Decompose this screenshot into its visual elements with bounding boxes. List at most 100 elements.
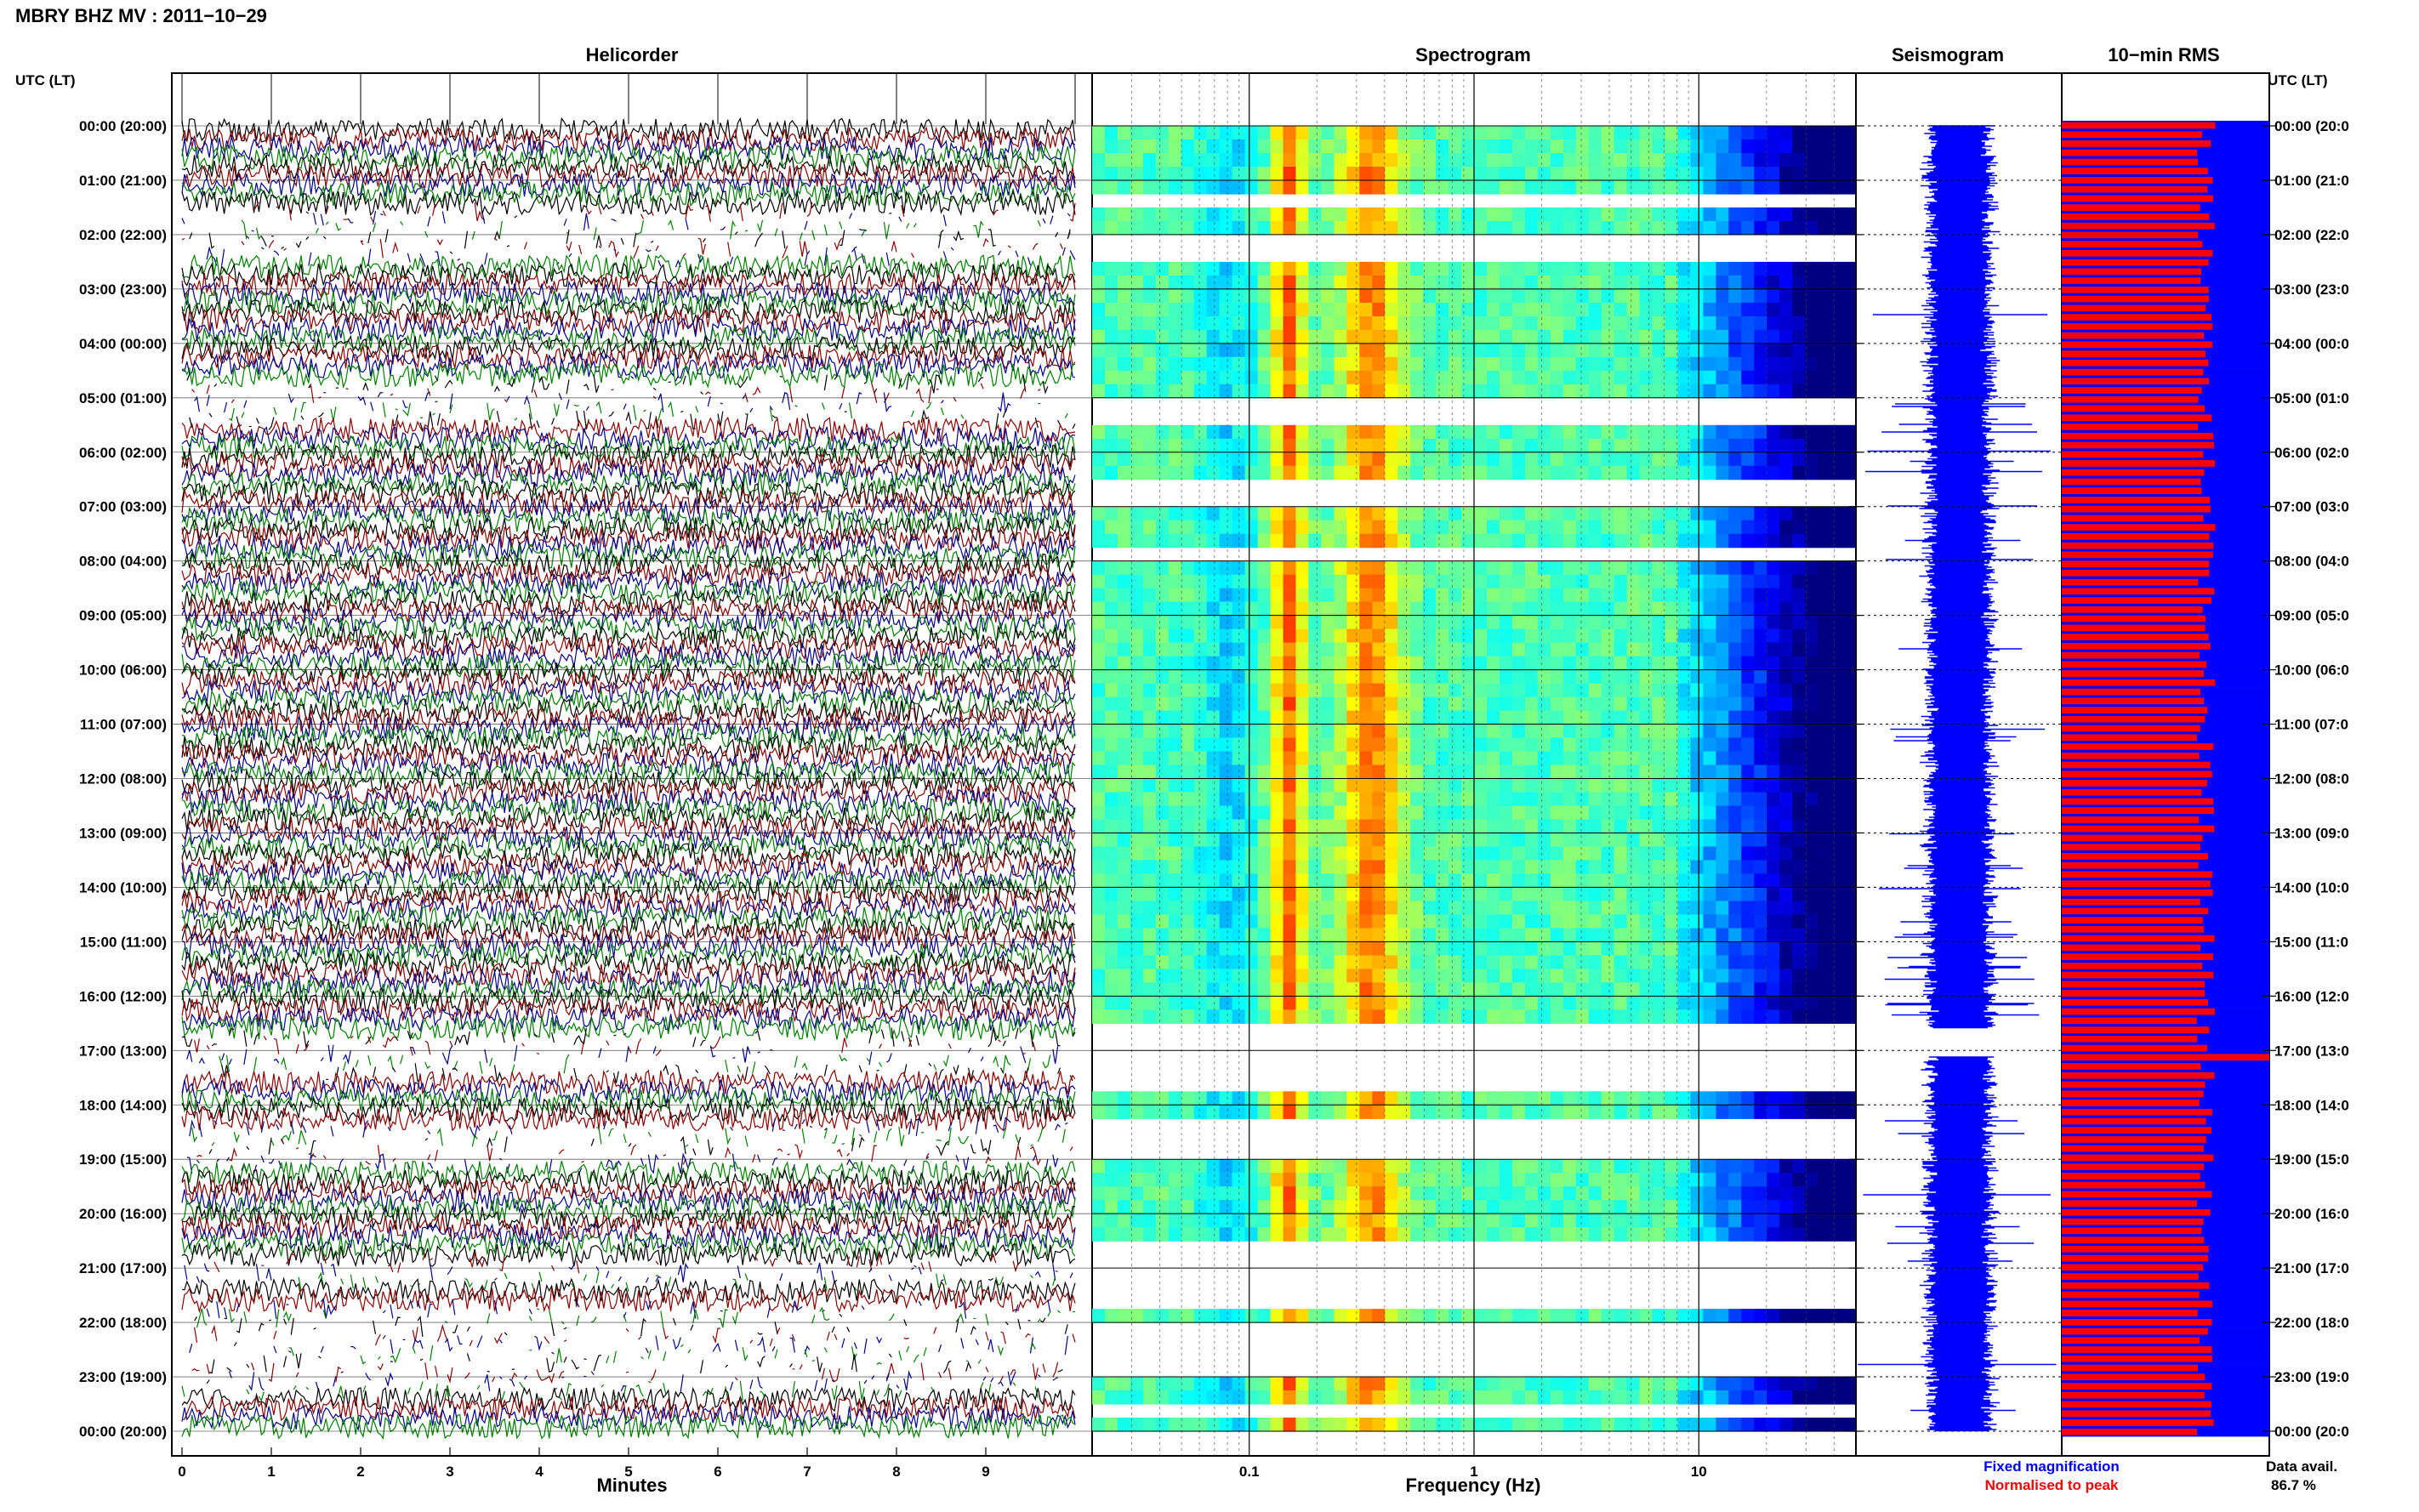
spectrogram-cell	[1423, 901, 1437, 915]
spectrogram-cell	[1449, 139, 1462, 154]
spectrogram-cell	[1295, 669, 1310, 685]
spectrogram-cell	[1092, 996, 1106, 1010]
spectrogram-cell	[1474, 628, 1488, 644]
spectrogram-cell	[1334, 207, 1347, 222]
spectrogram-cell	[1385, 1377, 1398, 1391]
spectrogram-cell	[1677, 180, 1692, 195]
spectrogram-cell	[1397, 139, 1411, 154]
spectrogram-cell	[1487, 642, 1500, 657]
spectrogram-cell	[1728, 833, 1742, 848]
spectrogram-cell	[1181, 167, 1195, 181]
spectrogram-cell	[1588, 356, 1602, 372]
spectrogram-cell	[1105, 1186, 1118, 1201]
spectrogram-cell	[1818, 751, 1831, 766]
spectrogram-cell	[1219, 370, 1233, 385]
spectrogram-cell	[1550, 465, 1564, 480]
spectrogram-cell	[1474, 792, 1488, 807]
spectrogram-cell	[1372, 520, 1386, 535]
spectrogram-cell	[1219, 873, 1233, 888]
spectrogram-cell	[1168, 792, 1182, 807]
frequency-tick-label: 1	[1470, 1464, 1477, 1480]
spectrogram-cell	[1410, 574, 1424, 589]
spectrogram-cell	[1830, 139, 1844, 154]
spectrogram-cell	[1295, 1390, 1310, 1405]
spectrogram-cell	[1244, 1309, 1259, 1323]
spectrogram-cell	[1130, 901, 1144, 915]
spectrogram-cell	[1257, 642, 1272, 657]
spectrogram-cell	[1601, 465, 1615, 480]
rms-normalised-bar	[2062, 405, 2205, 412]
spectrogram-cell	[1690, 438, 1704, 453]
spectrogram-cell	[1105, 710, 1118, 725]
spectrogram-cell	[1537, 669, 1551, 685]
spectrogram-cell	[1830, 860, 1844, 874]
spectrogram-cell	[1270, 452, 1284, 467]
spectrogram-cell	[1818, 1377, 1831, 1391]
spectrogram-cell	[1499, 1309, 1513, 1323]
spectrogram-cell	[1257, 533, 1272, 549]
spectrogram-cell	[1334, 1390, 1347, 1405]
spectrogram-cell	[1193, 384, 1208, 399]
spectrogram-cell	[1092, 465, 1106, 480]
spectrogram-cell	[1767, 506, 1780, 521]
spectrogram-cell	[1652, 315, 1666, 331]
spectrogram-cell	[1537, 737, 1551, 753]
spectrogram-cell	[1117, 1200, 1131, 1214]
normalised-legend: Normalised to peak	[1985, 1477, 2119, 1493]
spectrogram-cell	[1677, 384, 1692, 399]
minute-tick-label: 5	[624, 1464, 632, 1480]
spectrogram-cell	[1562, 1227, 1577, 1242]
spectrogram-cell	[1105, 969, 1118, 983]
spectrogram-cell	[1767, 126, 1780, 140]
spectrogram-cell	[1423, 533, 1437, 549]
spectrogram-cell	[1665, 1214, 1679, 1228]
helicorder-trace	[181, 361, 1076, 389]
spectrogram-cell	[1716, 628, 1729, 644]
spectrogram-cell	[1142, 1091, 1157, 1106]
spectrogram-cell	[1397, 846, 1411, 861]
spectrogram-cell	[1665, 601, 1679, 617]
helicorder-trace	[181, 552, 1076, 579]
spectrogram-cell	[1232, 969, 1246, 983]
spectrogram-cell	[1372, 275, 1386, 290]
spectrogram-cell	[1511, 560, 1526, 576]
spectrogram-cell	[1677, 1105, 1692, 1119]
spectrogram-cell	[1487, 533, 1500, 549]
spectrogram-cell	[1423, 588, 1437, 603]
spectrogram-cell	[1716, 343, 1729, 358]
spectrogram-cell	[1716, 438, 1729, 453]
spectrogram-cell	[1550, 384, 1564, 399]
spectrogram-cell	[1818, 656, 1831, 671]
spectrogram-cell	[1818, 969, 1831, 983]
spectrogram-cell	[1728, 275, 1742, 290]
spectrogram-cell	[1550, 601, 1564, 617]
spectrogram-cell	[1614, 356, 1628, 372]
spectrogram-cell	[1550, 901, 1564, 915]
spectrogram-cell	[1117, 887, 1131, 901]
spectrogram-cell	[1830, 315, 1844, 331]
rms-normalised-bar	[2062, 679, 2216, 686]
spectrogram-cell	[1130, 506, 1144, 521]
spectrogram-cell	[1410, 533, 1424, 549]
spectrogram-cell	[1334, 424, 1347, 440]
spectrogram-cell	[1105, 588, 1118, 603]
spectrogram-cell	[1334, 1227, 1347, 1242]
spectrogram-cell	[1652, 1105, 1666, 1119]
spectrogram-cell	[1792, 438, 1806, 453]
spectrogram-cell	[1397, 288, 1411, 304]
spectrogram-cell	[1652, 1418, 1666, 1432]
spectrogram-cell	[1206, 261, 1221, 276]
spectrogram-cell	[1142, 1309, 1157, 1323]
helicorder-trace	[181, 669, 1076, 697]
spectrogram-cell	[1092, 520, 1106, 535]
spectrogram-cell	[1575, 1105, 1590, 1119]
spectrogram-cell	[1474, 955, 1488, 969]
spectrogram-cell	[1397, 996, 1411, 1010]
spectrogram-cell	[1346, 153, 1360, 168]
spectrogram-cell	[1601, 710, 1615, 725]
spectrogram-cell	[1562, 996, 1577, 1010]
spectrogram-cell	[1206, 520, 1221, 535]
spectrogram-cell	[1575, 153, 1590, 168]
spectrogram-cell	[1244, 1390, 1259, 1405]
spectrogram-cell	[1588, 220, 1602, 236]
